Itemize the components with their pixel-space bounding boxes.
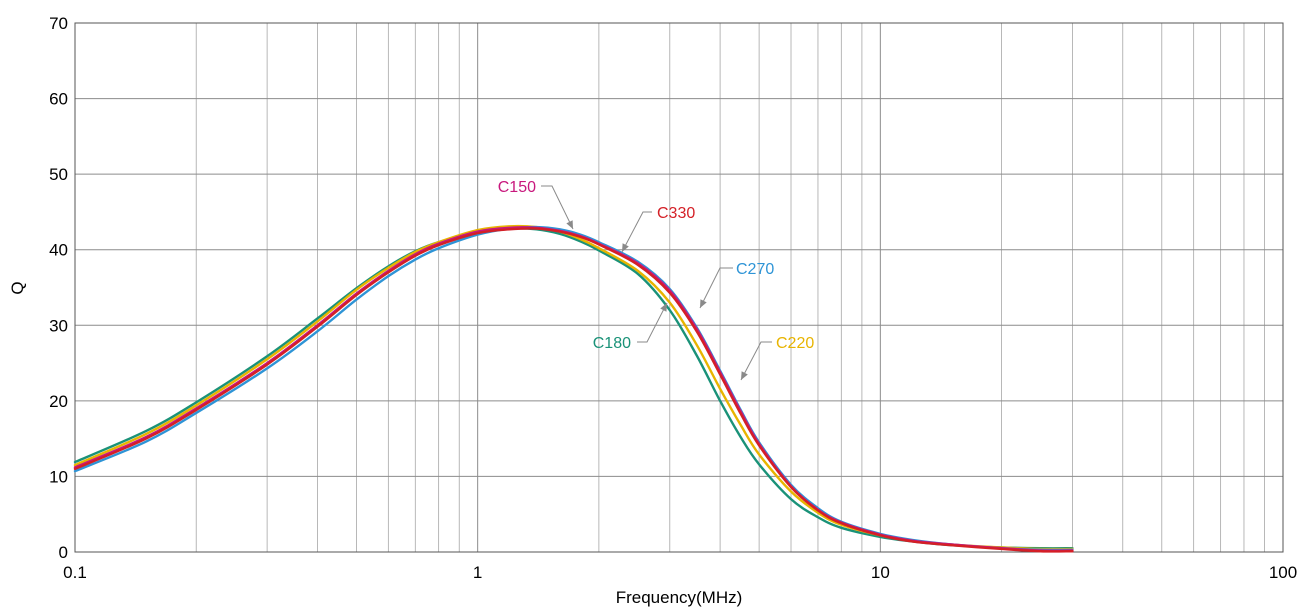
grid bbox=[75, 23, 1283, 552]
series-line-c150 bbox=[73, 226, 1074, 552]
series-annotations: C150 C330 C270 C180 C220 bbox=[498, 179, 814, 381]
y-tick-label: 30 bbox=[49, 316, 68, 335]
y-tick-label: 0 bbox=[59, 543, 68, 562]
leader-arrowhead bbox=[622, 243, 629, 252]
x-axis-title: Frequency(MHz) bbox=[616, 588, 743, 607]
y-tick-label: 40 bbox=[49, 241, 68, 260]
annotation-c220: C220 bbox=[740, 335, 814, 381]
series-lines bbox=[73, 224, 1074, 553]
y-tick-label: 70 bbox=[49, 14, 68, 33]
x-tick-label: 10 bbox=[871, 563, 890, 582]
y-axis-title: Q bbox=[8, 281, 27, 294]
leader-line bbox=[637, 302, 668, 343]
y-tick-label: 50 bbox=[49, 165, 68, 184]
leader-line bbox=[740, 341, 772, 381]
annotation-label: C270 bbox=[736, 261, 774, 278]
annotation-label: C220 bbox=[776, 335, 814, 352]
series-line-c330 bbox=[73, 227, 1074, 553]
series-line-c220 bbox=[73, 224, 1074, 551]
annotation-c180: C180 bbox=[593, 302, 668, 352]
y-tick-label: 60 bbox=[49, 90, 68, 109]
leader-line bbox=[541, 185, 574, 230]
leader-arrowhead bbox=[566, 220, 573, 229]
series-line-c180 bbox=[73, 227, 1074, 550]
leader-arrowhead bbox=[700, 299, 707, 308]
tick-labels: 0.1 1 10 100 0 10 20 30 40 50 60 70 bbox=[49, 14, 1297, 582]
annotation-c330: C330 bbox=[621, 205, 695, 253]
leader-line bbox=[621, 211, 652, 253]
y-tick-label: 20 bbox=[49, 392, 68, 411]
leader-arrowhead bbox=[741, 371, 748, 380]
leader-arrowhead bbox=[660, 303, 667, 312]
annotation-label: C150 bbox=[498, 179, 536, 196]
x-tick-label: 0.1 bbox=[63, 563, 87, 582]
annotation-c150: C150 bbox=[498, 179, 574, 230]
plot-frame bbox=[74, 22, 1284, 553]
x-tick-label: 1 bbox=[473, 563, 482, 582]
leader-line bbox=[699, 267, 733, 309]
annotation-label: C180 bbox=[593, 335, 631, 352]
x-tick-label: 100 bbox=[1269, 563, 1297, 582]
annotation-c270: C270 bbox=[699, 261, 774, 309]
annotation-label: C330 bbox=[657, 205, 695, 222]
y-tick-label: 10 bbox=[49, 467, 68, 486]
